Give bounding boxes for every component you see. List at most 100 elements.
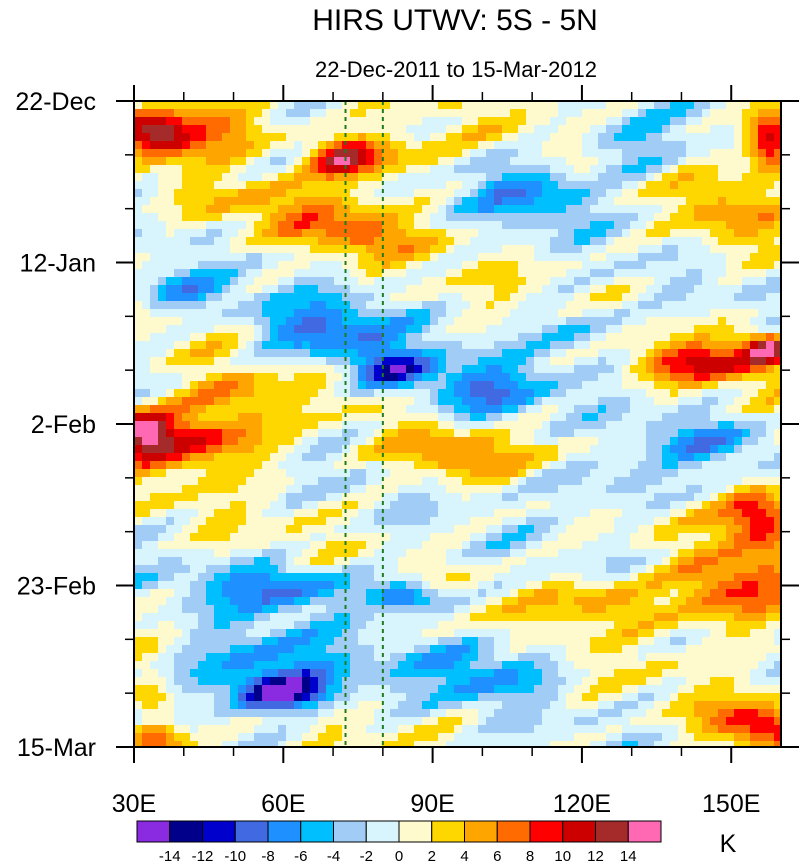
field-cell [566, 245, 575, 254]
field-cell [662, 149, 671, 158]
field-cell [446, 229, 455, 238]
field-cell [190, 493, 199, 502]
field-cell [718, 389, 727, 398]
field-cell [158, 141, 167, 150]
field-cell [750, 221, 759, 230]
field-cell [614, 125, 623, 134]
field-cell [670, 213, 679, 222]
field-cell [238, 237, 247, 246]
field-cell [198, 125, 207, 134]
field-cell [494, 269, 503, 278]
field-cell [454, 501, 463, 510]
field-cell [590, 293, 599, 302]
field-cell [622, 189, 631, 198]
field-cell [406, 325, 415, 334]
field-cell [182, 413, 191, 422]
field-cell [374, 437, 383, 446]
field-cell [758, 317, 767, 326]
field-cell [198, 461, 207, 470]
field-cell [534, 397, 543, 406]
field-cell [398, 413, 407, 422]
field-cell [254, 541, 263, 550]
field-cell [214, 501, 223, 510]
field-cell [278, 533, 287, 542]
field-cell [286, 437, 295, 446]
field-cell [558, 229, 567, 238]
field-cell [518, 277, 527, 286]
field-cell [350, 581, 359, 590]
field-cell [718, 517, 727, 526]
field-cell [598, 157, 607, 166]
field-cell [622, 357, 631, 366]
field-cell [390, 285, 399, 294]
field-cell [614, 189, 623, 198]
field-cell [326, 549, 335, 558]
field-cell [638, 165, 647, 174]
field-cell [446, 541, 455, 550]
field-cell [134, 517, 143, 526]
field-cell [214, 381, 223, 390]
field-cell [614, 117, 623, 126]
field-cell [246, 581, 255, 590]
field-cell [366, 469, 375, 478]
field-cell [286, 501, 295, 510]
field-cell [566, 213, 575, 222]
field-cell [206, 413, 215, 422]
field-cell [342, 269, 351, 278]
field-cell [510, 157, 519, 166]
field-cell [774, 405, 782, 414]
field-cell [294, 149, 303, 158]
field-cell [534, 205, 543, 214]
field-cell [646, 333, 655, 342]
field-cell [182, 317, 191, 326]
field-cell [454, 389, 463, 398]
field-cell [694, 437, 703, 446]
field-cell [190, 165, 199, 174]
field-cell [734, 109, 743, 118]
field-cell [702, 141, 711, 150]
field-cell [438, 549, 447, 558]
field-cell [494, 405, 503, 414]
field-cell [478, 389, 487, 398]
field-cell [318, 381, 327, 390]
field-cell [398, 325, 407, 334]
field-cell [670, 293, 679, 302]
field-cell [366, 589, 375, 598]
field-cell [334, 301, 343, 310]
field-cell [614, 157, 623, 166]
field-cell [350, 389, 359, 398]
field-cell [150, 549, 159, 558]
field-cell [774, 277, 782, 286]
field-cell [406, 541, 415, 550]
contour-field [134, 101, 782, 748]
field-cell [622, 109, 631, 118]
field-cell [606, 125, 615, 134]
field-cell [318, 285, 327, 294]
field-cell [174, 333, 183, 342]
field-cell [758, 485, 767, 494]
field-cell [758, 573, 767, 582]
field-cell [158, 277, 167, 286]
field-cell [534, 477, 543, 486]
field-cell [334, 165, 343, 174]
field-cell [646, 173, 655, 182]
field-cell [350, 277, 359, 286]
field-cell [654, 477, 663, 486]
field-cell [358, 485, 367, 494]
field-cell [518, 421, 527, 430]
field-cell [174, 261, 183, 270]
field-cell [478, 421, 487, 430]
field-cell [654, 573, 663, 582]
field-cell [774, 525, 782, 534]
field-cell [286, 525, 295, 534]
field-cell [334, 253, 343, 262]
field-cell [774, 365, 782, 374]
field-cell [198, 253, 207, 262]
field-cell [534, 557, 543, 566]
field-cell [518, 333, 527, 342]
field-cell [630, 421, 639, 430]
field-cell [358, 293, 367, 302]
field-cell [142, 293, 151, 302]
field-cell [142, 413, 151, 422]
field-cell [590, 501, 599, 510]
